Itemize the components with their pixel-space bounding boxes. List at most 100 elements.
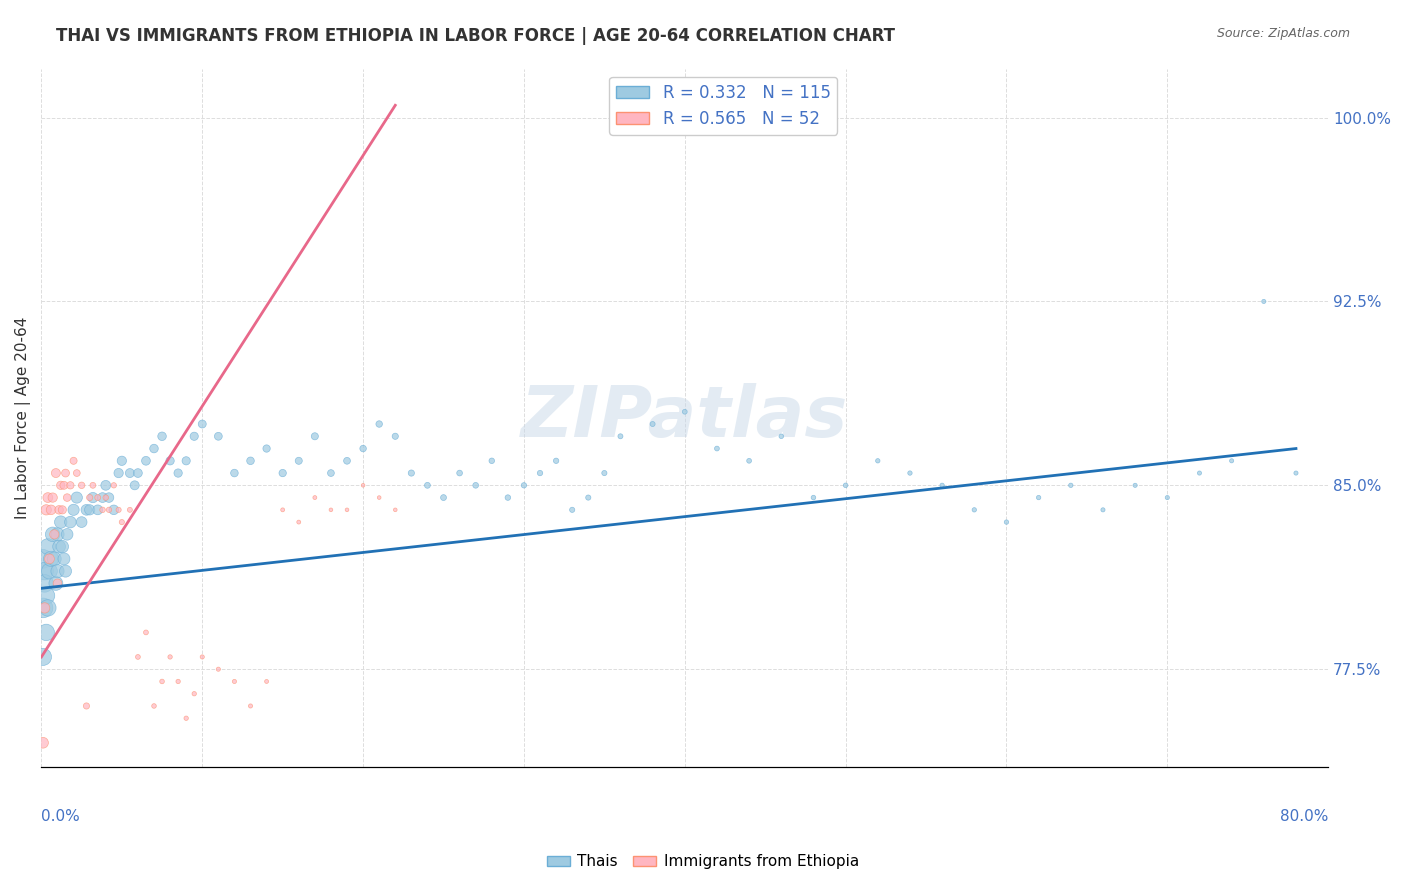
Point (82, 491, 104, 505)
Point (224, 466, 246, 480)
Point (39, 552, 62, 566)
Point (79, 503, 101, 517)
Point (111, 515, 134, 529)
Point (174, 711, 197, 725)
Point (34, 564, 56, 578)
Legend: Thais, Immigrants from Ethiopia: Thais, Immigrants from Ethiopia (541, 848, 865, 875)
Point (304, 491, 326, 505)
Point (94, 491, 117, 505)
Point (75, 503, 97, 517)
Point (384, 429, 406, 443)
Point (135, 454, 157, 468)
Point (1091, 503, 1114, 517)
Point (56, 527, 79, 541)
Point (191, 649, 214, 664)
Point (124, 478, 146, 492)
Point (45, 576, 67, 591)
Point (35, 503, 58, 517)
Point (35, 589, 58, 603)
Point (336, 454, 359, 468)
Point (546, 454, 568, 468)
Point (319, 503, 342, 517)
Point (46, 527, 69, 541)
Point (352, 478, 374, 492)
Point (46, 576, 69, 591)
Point (287, 515, 309, 529)
Point (79, 491, 101, 505)
Point (37, 540, 59, 554)
Point (45, 466, 67, 480)
Point (1220, 454, 1243, 468)
Point (183, 429, 205, 443)
Point (609, 429, 631, 443)
Point (91, 503, 114, 517)
Point (641, 417, 664, 431)
Point (48, 540, 70, 554)
Point (1285, 466, 1308, 480)
Point (167, 466, 190, 480)
Point (1253, 294, 1275, 309)
Point (1060, 478, 1083, 492)
Point (931, 478, 953, 492)
Point (271, 503, 294, 517)
Point (118, 503, 141, 517)
Point (82, 478, 104, 492)
Point (51, 503, 73, 517)
Point (1028, 491, 1050, 505)
Point (59, 478, 82, 492)
Point (75, 698, 97, 713)
Point (103, 478, 125, 492)
Point (38, 552, 60, 566)
Point (98, 503, 121, 517)
Point (401, 466, 423, 480)
Point (111, 454, 134, 468)
Text: THAI VS IMMIGRANTS FROM ETHIOPIA IN LABOR FORCE | AGE 20-64 CORRELATION CHART: THAI VS IMMIGRANTS FROM ETHIOPIA IN LABO… (56, 27, 896, 45)
Point (384, 503, 406, 517)
Point (963, 503, 986, 517)
Point (62, 454, 84, 468)
Point (32, 601, 55, 615)
Point (866, 454, 889, 468)
Point (706, 442, 728, 456)
Text: Source: ZipAtlas.com: Source: ZipAtlas.com (1216, 27, 1350, 40)
Point (239, 698, 262, 713)
Point (55, 466, 77, 480)
Point (898, 466, 921, 480)
Point (256, 442, 278, 456)
Point (174, 454, 197, 468)
Point (673, 405, 696, 419)
Point (352, 442, 374, 456)
Point (159, 649, 181, 664)
Point (94, 478, 117, 492)
Point (207, 662, 229, 676)
Point (239, 454, 262, 468)
Point (135, 625, 157, 640)
Point (32, 736, 55, 750)
Point (593, 466, 616, 480)
Point (271, 466, 294, 480)
Point (55, 564, 77, 578)
Point (481, 454, 503, 468)
Point (66, 491, 89, 505)
Point (576, 491, 599, 505)
Point (167, 674, 190, 689)
Point (66, 466, 89, 480)
Point (32, 552, 55, 566)
Point (91, 491, 114, 505)
Point (48, 503, 70, 517)
Point (207, 429, 229, 443)
Point (127, 466, 149, 480)
Point (49, 515, 72, 529)
Point (38, 564, 60, 578)
Point (44, 552, 66, 566)
Point (319, 466, 342, 480)
Point (46, 564, 69, 578)
Point (1188, 466, 1211, 480)
Point (70, 515, 93, 529)
Point (738, 454, 761, 468)
Point (496, 491, 519, 505)
Point (368, 491, 391, 505)
Point (803, 491, 825, 505)
Point (1123, 478, 1146, 492)
Text: 80.0%: 80.0% (1279, 809, 1329, 824)
